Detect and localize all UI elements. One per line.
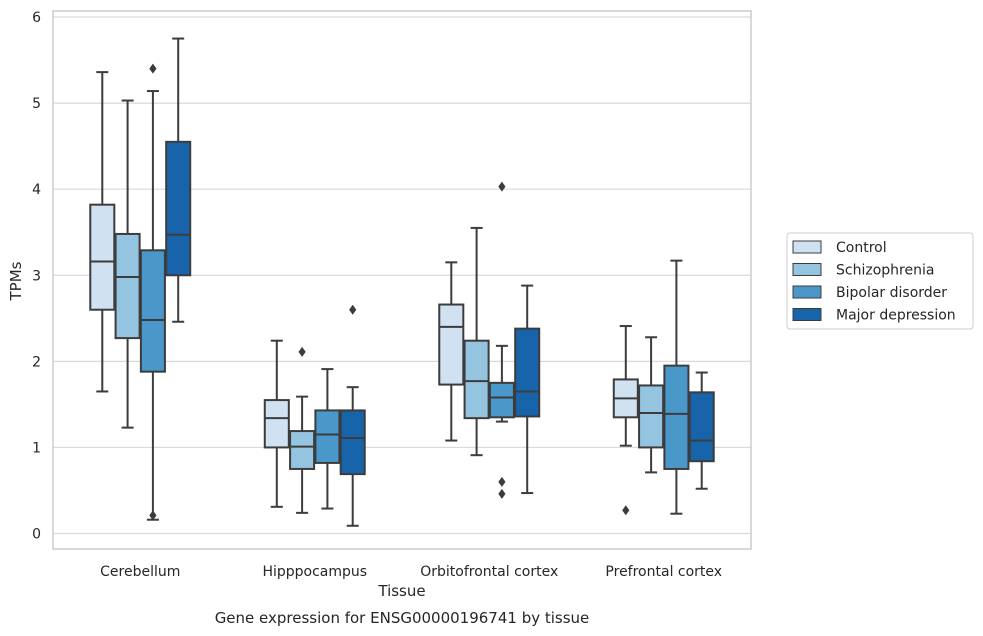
box bbox=[638, 336, 665, 474]
box-body bbox=[89, 203, 116, 311]
outlier-point bbox=[149, 63, 157, 74]
outlier-point bbox=[622, 505, 630, 516]
box-body bbox=[289, 430, 316, 470]
box bbox=[89, 71, 116, 393]
box-groups bbox=[89, 37, 715, 527]
legend-swatch bbox=[792, 308, 822, 321]
x-tick-label: Hipppocampus bbox=[262, 564, 367, 580]
box-group bbox=[612, 259, 715, 516]
legend: Control Schizophrenia Bipolar disorder Majo… bbox=[786, 232, 974, 330]
box-body bbox=[314, 409, 341, 464]
y-axis-label: TPMs bbox=[7, 261, 25, 301]
legend-label: Major depression bbox=[836, 308, 956, 324]
box bbox=[289, 346, 316, 514]
outlier-point bbox=[149, 510, 157, 521]
chart-caption: Gene expression for ENSG00000196741 by t… bbox=[215, 609, 590, 627]
box bbox=[488, 181, 515, 499]
box-body bbox=[165, 140, 192, 277]
legend-swatch bbox=[792, 240, 822, 254]
outlier-point bbox=[498, 181, 506, 192]
legend-label: Schizophrenia bbox=[836, 263, 934, 279]
box-group bbox=[438, 181, 541, 499]
box-body bbox=[514, 327, 541, 418]
box-body bbox=[139, 249, 166, 373]
box-body bbox=[114, 232, 141, 340]
x-tick-label: Cerebellum bbox=[100, 564, 180, 580]
x-tick-label: Prefrontal cortex bbox=[605, 564, 722, 580]
box-body bbox=[463, 339, 490, 420]
legend-swatch bbox=[792, 285, 822, 299]
legend-item: Bipolar disorder bbox=[792, 285, 947, 301]
outlier-point bbox=[349, 304, 357, 315]
legend-item: Control bbox=[792, 240, 887, 256]
outlier-point bbox=[498, 476, 506, 487]
y-tick-label: 6 bbox=[32, 10, 41, 26]
outlier-point bbox=[298, 346, 306, 357]
legend-swatch bbox=[792, 263, 822, 276]
box bbox=[463, 226, 490, 457]
box bbox=[139, 63, 166, 521]
box bbox=[438, 261, 465, 442]
box bbox=[663, 259, 690, 515]
box bbox=[612, 325, 639, 516]
box bbox=[114, 99, 141, 429]
x-tick-label: Orbitofrontal cortex bbox=[420, 564, 558, 580]
legend-item: Major depression bbox=[792, 308, 956, 324]
box-body bbox=[339, 409, 366, 476]
box-body bbox=[688, 391, 715, 463]
box-body bbox=[663, 364, 690, 470]
box-body bbox=[488, 381, 515, 419]
y-tick-label: 4 bbox=[32, 182, 41, 198]
box-body bbox=[263, 399, 290, 449]
y-tick-label: 3 bbox=[32, 268, 41, 284]
y-tick-label: 2 bbox=[32, 354, 41, 370]
y-tick-label: 5 bbox=[32, 96, 41, 112]
box bbox=[688, 371, 715, 490]
x-tick-labels: Cerebellum Hipppocampus Orbitofrontal cort… bbox=[100, 564, 722, 580]
box bbox=[339, 304, 366, 527]
box-group bbox=[263, 304, 366, 527]
legend-label: Bipolar disorder bbox=[836, 285, 947, 301]
y-tick-label: 1 bbox=[32, 440, 41, 456]
box-group bbox=[89, 37, 192, 521]
outlier-point bbox=[498, 488, 506, 499]
y-tick-label: 0 bbox=[32, 527, 41, 543]
y-tick-labels: 0 1 2 3 4 5 6 bbox=[32, 10, 41, 542]
box bbox=[165, 37, 192, 323]
plot-area-frame bbox=[52, 10, 752, 550]
box-body bbox=[638, 384, 665, 449]
legend-frame bbox=[786, 232, 974, 330]
box-body bbox=[438, 303, 465, 386]
legend-label: Control bbox=[836, 240, 887, 256]
box bbox=[514, 284, 541, 495]
box bbox=[263, 339, 290, 508]
x-axis-label: Tissue bbox=[377, 582, 425, 600]
legend-item: Schizophrenia bbox=[792, 263, 934, 279]
box bbox=[314, 368, 341, 510]
